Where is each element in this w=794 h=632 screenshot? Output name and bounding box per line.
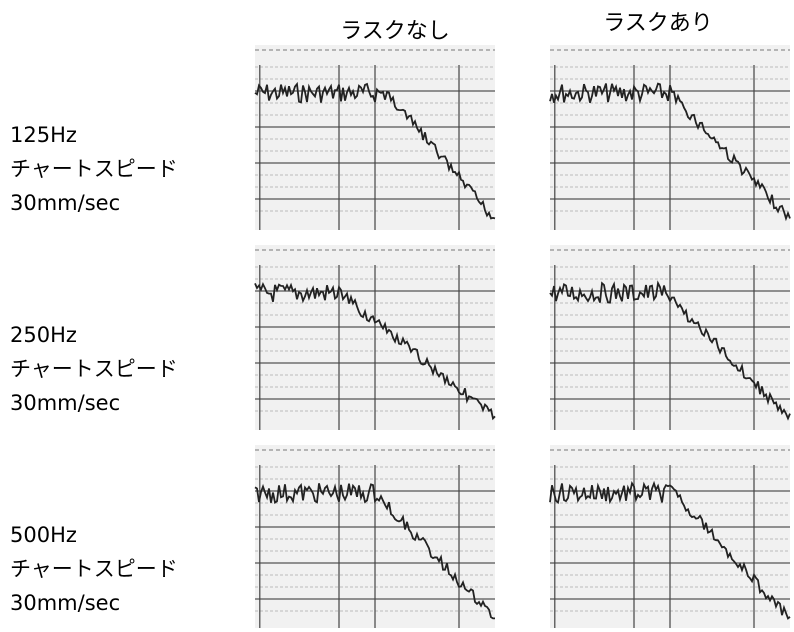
chart-recording <box>255 45 495 230</box>
row-label: 125Hz <box>10 123 77 147</box>
page: ラスクなし ラスクあり 125Hz チャートスピード 30mm/sec 250Hz チャ… <box>0 0 794 628</box>
row-label: 30mm/sec <box>10 591 120 615</box>
column-header: ラスクあり <box>603 11 713 36</box>
row-label: 30mm/sec <box>10 391 120 415</box>
row-label: 30mm/sec <box>10 191 120 215</box>
column-header: ラスクなし <box>340 19 450 44</box>
chart-recording <box>255 245 495 430</box>
chart-recording <box>550 445 790 628</box>
recordings <box>255 45 790 628</box>
chart-recording <box>255 445 495 628</box>
row-label: 250Hz <box>10 323 77 347</box>
row-label: チャートスピード <box>10 157 178 181</box>
row-label: チャートスピード <box>10 357 178 381</box>
chart-recording <box>550 245 790 430</box>
chart-recording <box>550 45 790 230</box>
row-label: チャートスピード <box>10 557 178 581</box>
row-label: 500Hz <box>10 523 77 547</box>
